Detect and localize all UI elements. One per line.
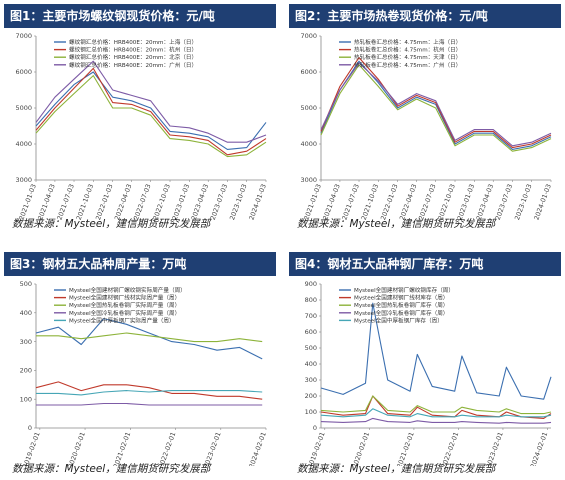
y-tick-label: 100 bbox=[305, 408, 317, 416]
legend-label-5: Mysteel全国中厚板钢厂库存（周） bbox=[354, 316, 443, 324]
chart-1: 700060005000400030002021-01-032021-04-03… bbox=[15, 32, 267, 221]
legend-label-2: 螺纹钢汇总价格：HRB400E：20mm：杭州（日） bbox=[69, 46, 197, 54]
series-line-2 bbox=[320, 395, 552, 419]
series-line-3 bbox=[36, 332, 263, 343]
series-line-1 bbox=[35, 71, 267, 150]
chart-2-source: 数据来源：Mysteel，建信期货研究发展部 bbox=[297, 218, 496, 230]
y-tick-label: 300 bbox=[20, 338, 32, 346]
legend-label-1: Mysteel全国建材钢厂螺纹钢库存（周） bbox=[354, 286, 454, 294]
y-tick-label: 700 bbox=[305, 312, 317, 320]
y-tick-label: 3000 bbox=[300, 176, 317, 184]
chart-2-title: 图2：主要市场热卷现货价格：元/吨 bbox=[289, 4, 561, 28]
y-tick-label: 800 bbox=[305, 296, 317, 304]
chart-4-title: 图4：钢材五大品种钢厂库存：万吨 bbox=[289, 252, 561, 276]
y-tick-label: 7000 bbox=[15, 32, 32, 40]
series-line-1 bbox=[35, 318, 263, 360]
y-tick-label: 6000 bbox=[15, 68, 32, 76]
legend-label-1: 螺纹钢汇总价格：HRB400E：20mm：上海（日） bbox=[69, 38, 197, 46]
chart-4-source: 数据来源：Mysteel，建信期货研究发展部 bbox=[297, 463, 496, 475]
legend-label-3: 热轧板卷汇总价格：4.75mm：天津（日） bbox=[354, 53, 461, 61]
legend-label-2: Mysteel全国建材钢厂线材实际周产量（周） bbox=[69, 294, 180, 302]
chart-panel-4: 图4：钢材五大品种钢厂库存：万吨 900 800 700 600 500 400 300 20… bbox=[289, 252, 561, 480]
legend-label-4: Mysteel全国冷轧板卷钢厂库存（周） bbox=[354, 309, 448, 317]
y-tick-label: 0 bbox=[313, 424, 317, 432]
legend-label-2: 热轧板卷汇总价格：4.75mm：杭州（日） bbox=[354, 46, 461, 54]
chart-1-source: 数据来源：Mysteel，建信期货研究发展部 bbox=[12, 218, 211, 230]
y-tick-label: 6000 bbox=[300, 68, 317, 76]
y-tick-label: 200 bbox=[305, 392, 317, 400]
y-tick-label: 500 bbox=[305, 344, 317, 352]
legend-label-1: Mysteel全国建材钢厂螺纹钢实际周产量（周） bbox=[69, 286, 186, 294]
y-tick-label: 600 bbox=[305, 328, 317, 336]
legend-label-4: Mysteel全国冷轧板卷钢厂实际周产量（周） bbox=[69, 309, 180, 317]
y-tick-label: 4000 bbox=[15, 140, 32, 148]
series-line-3 bbox=[320, 395, 552, 415]
series-line-3 bbox=[320, 64, 552, 152]
legend-label-4: 螺纹钢汇总价格：HRB400E：20mm：广州（日） bbox=[69, 61, 197, 69]
legend-label-3: Mysteel全国热轧板卷钢厂实际周产量（周） bbox=[69, 301, 180, 309]
y-tick-label: 400 bbox=[20, 309, 32, 317]
y-tick-label: 4000 bbox=[300, 140, 317, 148]
legend-label-5: Mysteel全国中厚板钢厂实际周产量（周） bbox=[69, 316, 175, 324]
y-tick-label: 5000 bbox=[300, 104, 317, 112]
y-tick-label: 3000 bbox=[15, 176, 32, 184]
chart-3-title: 图3：钢材五大品种周产量：万吨 bbox=[4, 252, 276, 276]
series-line-1 bbox=[320, 60, 552, 150]
series-line-2 bbox=[35, 381, 263, 400]
series-line-3 bbox=[35, 75, 267, 158]
x-tick-label: 2023-10-03 bbox=[513, 183, 533, 221]
y-tick-label: 100 bbox=[20, 395, 32, 403]
series-line-5 bbox=[36, 390, 263, 396]
chart-panel-1: 图1：主要市场螺纹钢现货价格：元/吨 7000 6000 5000 4000 3000 2… bbox=[4, 4, 276, 232]
x-tick-label: 2024-01-03 bbox=[247, 183, 267, 221]
series-line-1 bbox=[320, 302, 552, 400]
y-tick-label: 200 bbox=[20, 367, 32, 375]
x-tick-label: 2023-07-03 bbox=[494, 183, 514, 221]
series-line-2 bbox=[35, 67, 267, 156]
series-line-4 bbox=[320, 417, 552, 424]
chart-panel-2: 图2：主要市场热卷现货价格：元/吨 7000 6000 5000 4000 3000 20… bbox=[289, 4, 561, 232]
y-tick-label: 900 bbox=[305, 280, 317, 288]
legend-label-3: Mysteel全国热轧板卷钢厂库存（周） bbox=[354, 301, 448, 309]
chart-2: 700060005000400030002021-01-032021-04-03… bbox=[300, 32, 552, 221]
x-tick-label: 2024-01-03 bbox=[532, 183, 552, 221]
series-line-4 bbox=[320, 62, 552, 147]
chart-3-source: 数据来源：Mysteel，建信期货研究发展部 bbox=[12, 463, 211, 475]
legend-label-3: 螺纹钢汇总价格：HRB400E：20mm：北京（日） bbox=[69, 53, 197, 61]
legend-label-1: 热轧板卷汇总价格：4.75mm：上海（日） bbox=[354, 38, 461, 46]
y-tick-label: 7000 bbox=[300, 32, 317, 40]
y-tick-label: 500 bbox=[20, 280, 32, 288]
series-line-4 bbox=[35, 60, 267, 143]
y-tick-label: 300 bbox=[305, 376, 317, 384]
x-tick-label: 2023-07-03 bbox=[209, 183, 229, 221]
y-tick-label: 5000 bbox=[15, 104, 32, 112]
x-tick-label: 2024-02-01 bbox=[529, 431, 549, 466]
chart-panel-3: 图3：钢材五大品种周产量：万吨 500 400 300 200 100 0 2019-02-… bbox=[4, 252, 276, 480]
series-line-2 bbox=[320, 57, 552, 149]
legend-label-2: Mysteel全国建材钢厂线材库存（周） bbox=[354, 294, 448, 302]
series-line-4 bbox=[36, 402, 263, 406]
legend-label-4: 热轧板卷汇总价格：4.75mm：广州（日） bbox=[354, 61, 461, 69]
x-tick-label: 2024-02-01 bbox=[247, 431, 267, 466]
chart-1-title: 图1：主要市场螺纹钢现货价格：元/吨 bbox=[4, 4, 276, 28]
y-tick-label: 0 bbox=[28, 424, 32, 432]
series-line-5 bbox=[320, 408, 552, 418]
y-tick-label: 400 bbox=[305, 360, 317, 368]
x-tick-label: 2023-10-03 bbox=[228, 183, 248, 221]
